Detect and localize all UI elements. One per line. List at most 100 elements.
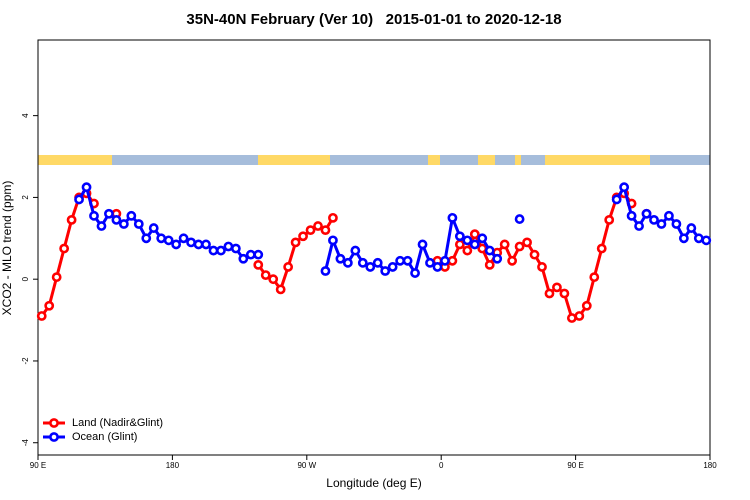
data-point xyxy=(477,243,488,254)
data-point xyxy=(163,235,174,246)
data-point xyxy=(477,233,488,244)
data-point xyxy=(148,223,159,233)
land-band xyxy=(258,155,330,165)
data-point xyxy=(581,300,592,311)
data-point xyxy=(462,235,473,246)
data-point xyxy=(141,233,152,244)
x-tick-label: 90 E xyxy=(30,461,46,470)
y-tick-label: 4 xyxy=(21,113,30,118)
data-point xyxy=(245,249,256,260)
data-point xyxy=(283,262,294,272)
data-point xyxy=(589,272,600,283)
data-point xyxy=(484,259,495,270)
data-point xyxy=(260,270,271,280)
data-point xyxy=(641,208,652,219)
x-tick-label: 180 xyxy=(703,461,717,470)
data-point xyxy=(268,274,279,285)
data-point xyxy=(469,229,480,240)
data-point xyxy=(469,239,480,250)
data-point xyxy=(305,225,316,236)
data-point xyxy=(417,239,428,250)
data-point xyxy=(89,210,99,221)
x-tick-label: 180 xyxy=(166,461,180,470)
data-point xyxy=(171,239,182,250)
data-point xyxy=(51,272,62,283)
land-mask xyxy=(38,155,710,165)
data-point xyxy=(66,215,77,225)
data-point xyxy=(552,282,562,293)
data-point xyxy=(559,288,570,299)
y-tick-label: 2 xyxy=(21,195,30,200)
data-point xyxy=(410,268,420,278)
data-point xyxy=(133,219,144,229)
data-point xyxy=(36,311,47,321)
data-point xyxy=(59,243,70,254)
land-band xyxy=(545,155,650,165)
data-point xyxy=(208,245,219,256)
data-point xyxy=(454,231,465,242)
data-point xyxy=(328,212,338,223)
data-point xyxy=(238,253,249,264)
data-point xyxy=(574,311,585,321)
data-point xyxy=(544,288,555,299)
data-point xyxy=(365,262,376,272)
data-point xyxy=(44,300,55,311)
data-point xyxy=(514,214,525,224)
data-point xyxy=(118,219,129,229)
data-point xyxy=(275,284,286,295)
data-point xyxy=(342,257,353,268)
ocean-band xyxy=(38,155,710,165)
legend-marker xyxy=(49,432,59,442)
land-band xyxy=(428,155,440,165)
data-point xyxy=(313,221,323,231)
data-point xyxy=(686,223,697,233)
y-tick-label: -4 xyxy=(21,439,30,447)
data-point xyxy=(96,221,107,231)
chart-title: 35N-40N February (Ver 10) 2015-01-01 to … xyxy=(186,11,561,28)
data-point xyxy=(484,245,495,256)
data-point xyxy=(230,243,241,254)
data-point xyxy=(253,249,264,260)
x-tick-label: 90 W xyxy=(297,461,316,470)
data-point xyxy=(193,239,204,250)
data-point xyxy=(372,257,383,268)
data-point xyxy=(626,210,637,221)
data-point xyxy=(447,255,458,266)
data-point xyxy=(693,233,704,244)
data-point xyxy=(320,225,331,236)
data-point xyxy=(649,215,659,225)
land-band xyxy=(515,155,521,165)
data-point xyxy=(447,212,458,223)
y-axis-label: XCO2 - MLO trend (ppm) xyxy=(0,181,14,316)
x-axis-label: Longitude (deg E) xyxy=(326,476,421,490)
plot-frame xyxy=(37,39,711,456)
data-point xyxy=(223,241,234,252)
data-point xyxy=(126,210,137,221)
data-point xyxy=(156,233,167,244)
data-point xyxy=(253,259,264,270)
data-point xyxy=(462,245,473,256)
data-point xyxy=(395,255,406,266)
data-point xyxy=(387,262,398,272)
data-point xyxy=(216,245,226,256)
data-point xyxy=(298,231,308,242)
y-tick-label: 0 xyxy=(21,276,30,281)
y-tick-label: -2 xyxy=(21,357,30,365)
data-point xyxy=(320,266,331,276)
data-point xyxy=(566,313,577,323)
land-band xyxy=(38,155,112,165)
data-point xyxy=(454,239,465,250)
data-point xyxy=(619,182,630,193)
data-point xyxy=(81,182,92,193)
data-point xyxy=(201,239,211,250)
legend-label: Land (Nadir&Glint) xyxy=(72,417,163,429)
data-point xyxy=(380,266,391,276)
data-point xyxy=(111,215,122,225)
data-point xyxy=(402,255,413,266)
data-point xyxy=(74,194,84,205)
data-point xyxy=(596,243,607,254)
data-point xyxy=(357,257,368,268)
x-tick-label: 0 xyxy=(439,461,444,470)
data-point xyxy=(522,237,532,248)
